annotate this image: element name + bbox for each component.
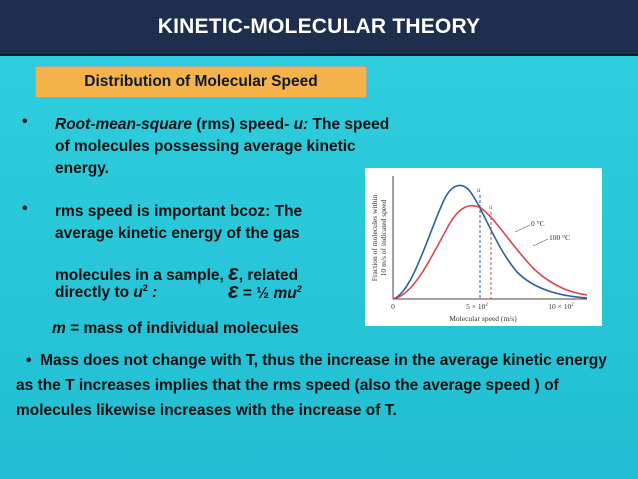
u2-pre: directly to [55, 284, 134, 302]
x-axis-label: Molecular speed (m/s) [449, 314, 517, 323]
title-bar: KINETIC-MOLECULAR THEORY [0, 0, 638, 56]
kinetic-energy-formula: ε = ½ mu2 [228, 278, 302, 304]
subtitle-text: Distribution of Molecular Speed [84, 73, 318, 90]
rms-text: (rms) speed- [191, 116, 294, 133]
subtitle-box: Distribution of Molecular Speed [35, 66, 367, 98]
formula-sup: 2 [296, 283, 302, 294]
u2-u: u [133, 284, 143, 302]
speed-distribution-svg: Fraction of molecules within 10 m/s of i… [370, 176, 588, 323]
bullet-1-glyph: • [22, 113, 28, 130]
eps-line-post: , related [238, 267, 299, 284]
mass-m: m [52, 320, 66, 337]
curve-0c [392, 184, 588, 300]
eps-symbol: ε [228, 260, 239, 285]
y-axis-label-1: Fraction of molecules within [370, 195, 379, 282]
bullet-3-glyph: • [26, 352, 32, 369]
mass-text: = mass of individual molecules [65, 320, 299, 337]
marker-u-0c: u [477, 186, 481, 194]
tick-0: 0 [391, 302, 395, 311]
rms-rest: The speed of molecules possessing averag… [55, 116, 390, 177]
marker-u-100c: u [489, 203, 493, 211]
curve-100c [392, 204, 588, 300]
u2-post: : [147, 284, 158, 302]
mass-definition-line: m = mass of individual molecules [52, 320, 299, 338]
label-0c-leader [514, 224, 531, 233]
formula-eq: = ½ [238, 285, 274, 302]
y-axis-label-2: 10 m/s of indicated speed [379, 199, 388, 276]
bullet-1-text: Root-mean-square (rms) speed- u: The spe… [55, 114, 405, 180]
tick-max: 10 × 102 [548, 302, 574, 311]
formula-eps: ε [228, 278, 239, 303]
speed-distribution-graph: Fraction of molecules within 10 m/s of i… [365, 168, 602, 326]
eps-line-pre: molecules in a sample, [55, 267, 229, 284]
bullet-2-glyph: • [22, 200, 28, 217]
bullet-3-body: Mass does not change with T, thus the in… [16, 352, 607, 419]
label-100c: 100 °C [549, 233, 570, 242]
tick-mid: 5 × 102 [466, 302, 488, 311]
u2-sup: 2 [142, 283, 148, 293]
u-italic: u: [293, 116, 309, 133]
bullet-2-eps-line: molecules in a sample, ε, related [55, 260, 298, 286]
rms-italic: Root-mean-square [55, 116, 192, 133]
slide-title: KINETIC-MOLECULAR THEORY [157, 15, 481, 38]
formula-mu: mu [273, 285, 297, 302]
label-0c: 0 °C [531, 219, 545, 228]
bullet-2-text: rms speed is important bcoz: The average… [55, 203, 303, 242]
bullet-2-u2-line: directly to u2 : [55, 283, 157, 302]
label-100c-leader [532, 238, 549, 247]
bullet-3-text: • Mass does not change with T, thus the … [16, 348, 626, 423]
